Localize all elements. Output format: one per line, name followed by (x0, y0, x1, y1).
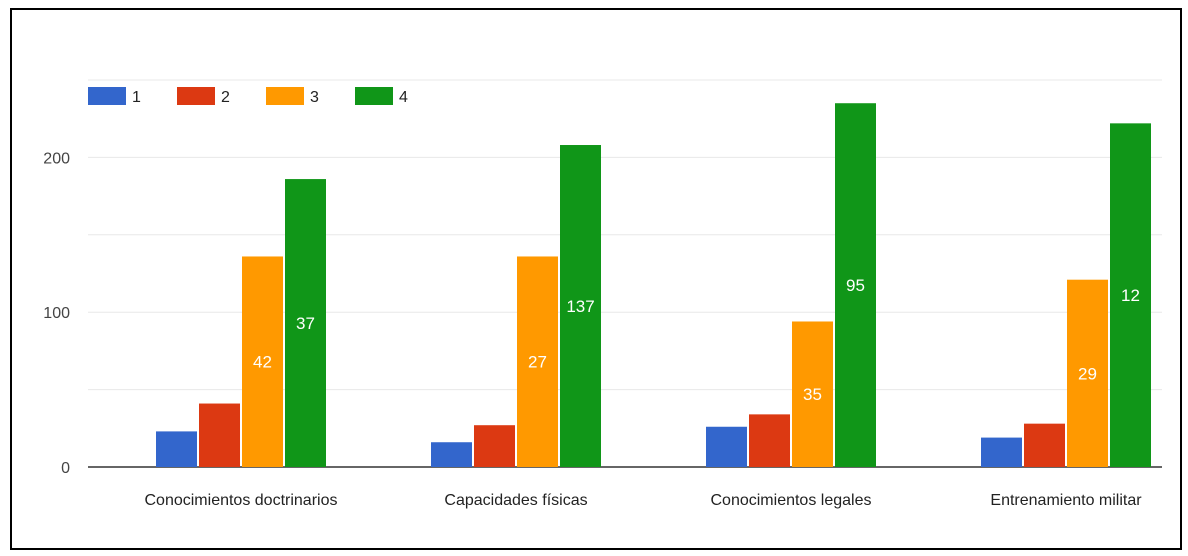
legend-label: 4 (399, 89, 408, 106)
x-category-label: Entrenamiento militar (990, 492, 1142, 509)
data-label: 95 (846, 276, 865, 295)
bar-series-2 (474, 425, 515, 467)
y-tick-label: 0 (61, 460, 70, 477)
bar-series-1 (706, 426, 747, 467)
data-label: 137 (566, 297, 594, 316)
legend-swatch-4 (355, 87, 393, 105)
bar-series-3 (242, 256, 283, 467)
legend-label: 1 (132, 89, 141, 106)
bar-series-4 (285, 179, 326, 467)
data-label: 27 (528, 353, 547, 372)
y-tick-label: 200 (43, 150, 70, 167)
bar-series-4 (560, 145, 601, 468)
bar-series-4 (1110, 123, 1151, 468)
legend-swatch-2 (177, 87, 215, 105)
bar-series-2 (1024, 423, 1065, 467)
bar-series-3 (517, 256, 558, 467)
bar-series-1 (981, 437, 1022, 467)
legend-swatch-3 (266, 87, 304, 105)
bar-series-3 (1067, 279, 1108, 467)
y-tick-label: 100 (43, 305, 70, 322)
x-category-label: Conocimientos doctrinarios (145, 492, 338, 509)
data-label: 12 (1121, 286, 1140, 305)
legend-swatch-1 (88, 87, 126, 105)
bar-series-3 (792, 321, 833, 467)
x-category-label: Capacidades físicas (444, 492, 587, 509)
data-label: 35 (803, 385, 822, 404)
legend-label: 3 (310, 89, 319, 106)
bar-series-2 (199, 403, 240, 467)
bar-series-4 (835, 103, 876, 467)
data-label: 29 (1078, 364, 1097, 383)
data-label: 37 (296, 314, 315, 333)
bar-series-1 (156, 431, 197, 467)
data-label: 42 (253, 353, 272, 372)
bar-series-2 (749, 414, 790, 467)
legend-label: 2 (221, 89, 230, 106)
bar-series-1 (431, 442, 472, 467)
x-category-label: Conocimientos legales (711, 492, 872, 509)
